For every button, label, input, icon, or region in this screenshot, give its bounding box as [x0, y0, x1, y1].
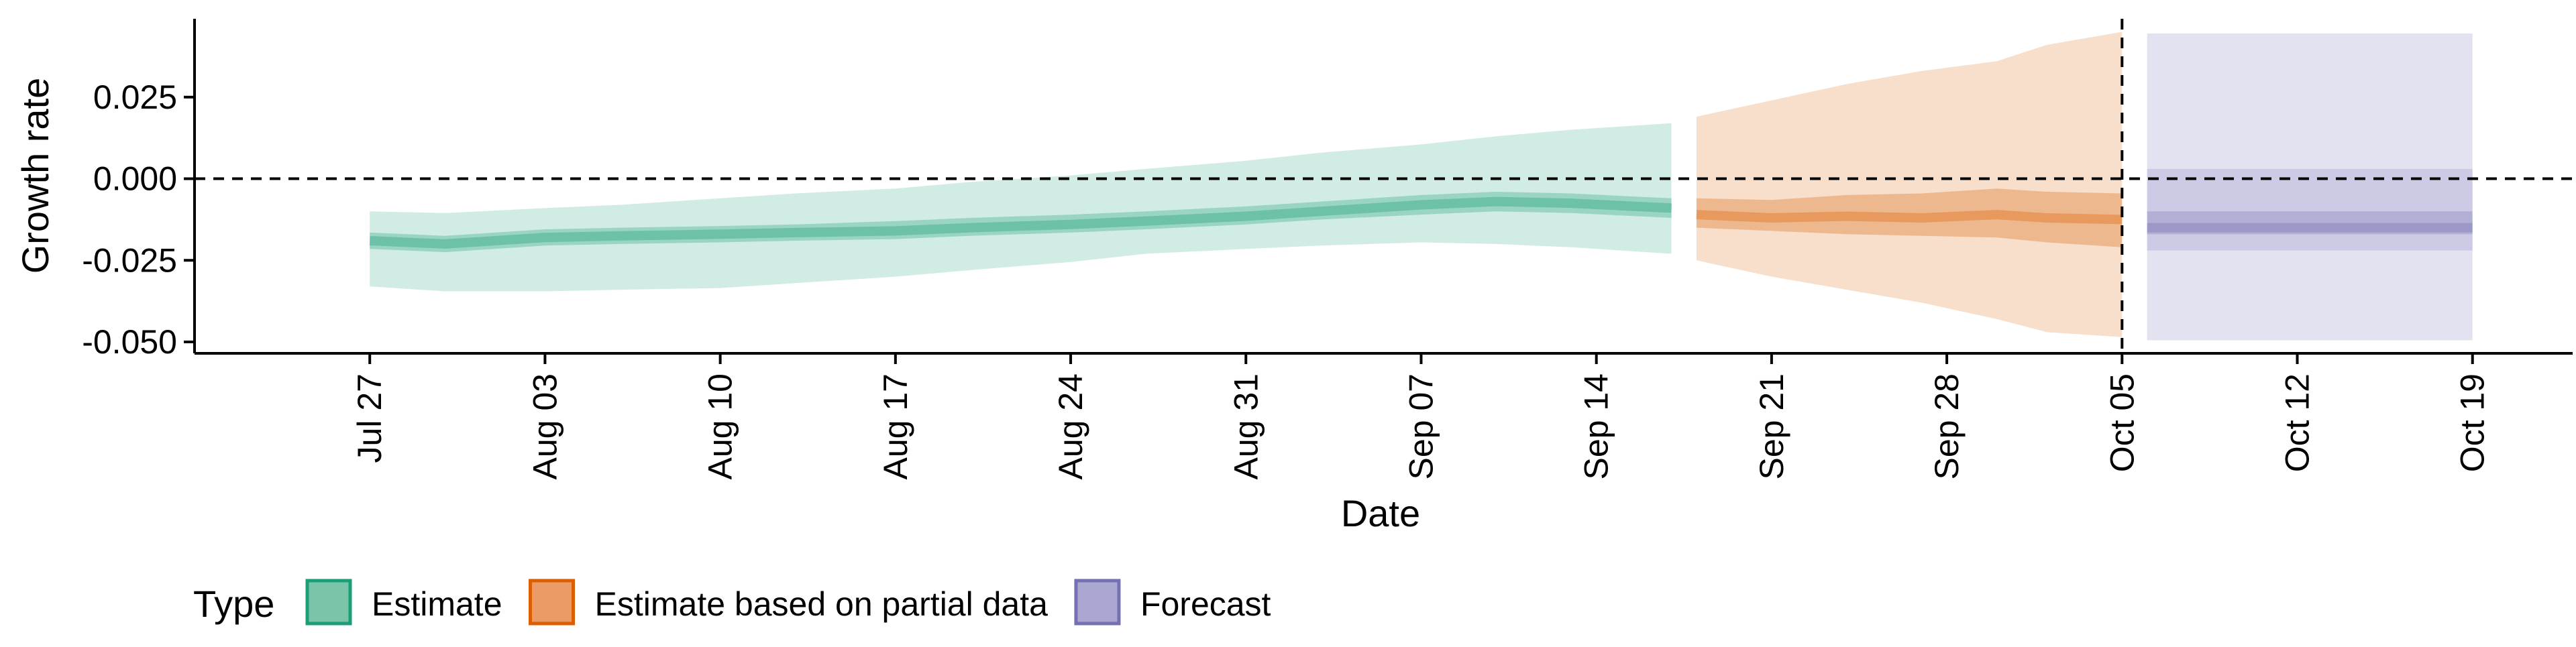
band-90-forecast — [2147, 33, 2473, 341]
x-tick-label: Oct 05 — [2103, 373, 2141, 472]
y-axis-title: Growth rate — [14, 78, 56, 274]
legend-label-estimate: Estimate — [372, 585, 502, 623]
series-estimate-based-on-partial-data — [1696, 32, 2123, 337]
legend-swatch-forecast — [1074, 579, 1121, 626]
x-tick-label: Jul 27 — [351, 373, 388, 463]
x-tick-label: Aug 17 — [877, 373, 914, 479]
x-tick-label: Oct 19 — [2454, 373, 2491, 472]
x-tick-label: Sep 14 — [1578, 373, 1615, 479]
axes-layer — [193, 19, 2573, 355]
median-line-estimate-based-on-partial-data — [1696, 210, 2123, 225]
band-inner-forecast — [2147, 168, 2473, 251]
y-tick-label: -0.050 — [82, 323, 177, 361]
x-tick-label: Aug 31 — [1227, 373, 1265, 479]
series-forecast — [2147, 33, 2473, 341]
band-50-estimate-based-on-partial-data — [1696, 188, 2123, 247]
x-tick-label: Sep 28 — [1928, 373, 1966, 479]
x-tick-label: Aug 24 — [1052, 373, 1089, 479]
band-50-estimate — [370, 192, 1672, 253]
y-tick-label: 0.025 — [93, 78, 177, 116]
legend-label-estimate-based-on-partial-data: Estimate based on partial data — [595, 585, 1049, 623]
legend-entries: Estimate Estimate based on partial data Fo… — [305, 579, 1271, 626]
legend-swatch-estimate — [305, 579, 352, 626]
series-estimate — [369, 123, 1672, 292]
ticks-layer: Jul 27 Aug 03 Aug 10 Aug 17 Aug 24 Aug 31 Sep … — [82, 78, 2491, 480]
x-tick-label: Aug 10 — [702, 373, 739, 479]
y-tick-label: 0.000 — [93, 160, 177, 198]
x-tick-label: Aug 03 — [526, 373, 564, 479]
bands-layer — [369, 32, 2473, 341]
legend-swatch-estimate-based-on-partial-data — [529, 579, 576, 626]
median-line-estimate — [369, 196, 1672, 249]
legend: Type Estimate Estimate based on partial d… — [193, 579, 1271, 626]
y-tick-label: -0.025 — [82, 241, 177, 279]
band-90-estimate — [370, 123, 1672, 292]
x-tick-label: Sep 07 — [1403, 373, 1440, 479]
x-tick-label: Sep 21 — [1753, 373, 1790, 479]
band-50-forecast — [2147, 211, 2473, 235]
x-tick-label: Oct 12 — [2279, 373, 2316, 472]
x-axis-title: Date — [1341, 492, 1420, 534]
band-90-estimate-based-on-partial-data — [1696, 32, 2123, 337]
legend-title: Type — [193, 583, 274, 625]
reference-lines-layer — [195, 19, 2573, 353]
legend-label-forecast: Forecast — [1140, 585, 1271, 623]
